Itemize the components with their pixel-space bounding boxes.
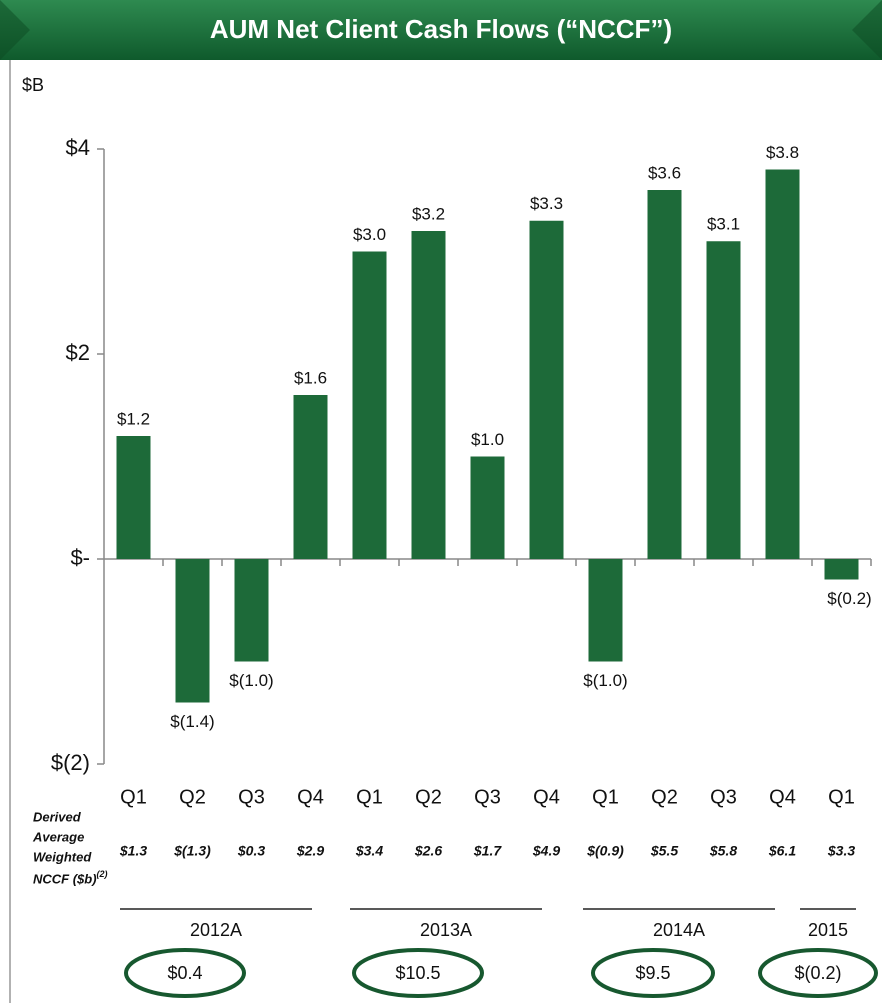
x-tick-label: Q2 [179,786,206,808]
group-label: 2013A [420,920,472,940]
value-label: $(1.0) [583,671,627,690]
derived-value: $(0.9) [586,843,624,859]
x-tick-label: Q1 [828,786,855,808]
derived-value: $4.9 [532,843,560,859]
title-banner [0,0,882,60]
banner-bevel [852,0,882,60]
value-label: $(0.2) [827,589,871,608]
unit-label: $B [22,75,44,95]
group-total-oval [124,948,246,998]
value-label: $3.2 [412,204,445,223]
derived-value: $(1.3) [173,843,211,859]
derived-footnote: (2) [97,869,108,879]
bar [470,456,505,559]
derived-label-line: Weighted [33,849,92,864]
y-tick-label: $(2) [51,750,90,775]
derived-value: $5.8 [709,843,737,859]
value-label: $1.6 [294,368,327,387]
bar [706,241,741,559]
derived-value: $1.7 [473,843,502,859]
bar [116,436,151,559]
y-tick-label: $- [70,545,90,570]
derived-value: $3.3 [827,843,855,859]
y-tick-label: $4 [66,135,90,160]
bar [765,169,800,559]
bar [234,559,269,662]
x-tick-label: Q4 [297,786,324,808]
x-tick-label: Q1 [592,786,619,808]
x-tick-label: Q4 [769,786,796,808]
group-total: $0.4 [167,963,202,983]
x-tick-label: Q1 [120,786,147,808]
bar [588,559,623,662]
derived-value: $2.6 [414,843,442,859]
group-label: 2012A [190,920,242,940]
derived-value: $0.3 [237,843,265,859]
bar [411,231,446,559]
bar [293,395,328,559]
value-label: $3.6 [648,163,681,182]
bar [352,251,387,559]
value-label: $(1.4) [170,712,214,731]
derived-label: Derived Average Weighted NCCF ($b)(2) [32,809,108,886]
value-label: $3.8 [766,143,799,162]
x-tick-label: Q3 [474,786,501,808]
derived-value: $1.3 [119,843,147,859]
value-label: $3.1 [707,215,740,234]
x-tick-label: Q2 [651,786,678,808]
group-total-oval [591,948,715,998]
derived-value: $6.1 [768,843,796,859]
chart-title: AUM Net Client Cash Flows (“NCCF”) [210,14,672,44]
derived-label-line: NCCF ($b)(2) [33,869,108,886]
group-total: $10.5 [395,963,440,983]
value-label: $1.2 [117,409,150,428]
group-total-oval [758,948,878,998]
derived-label-line: Derived [33,809,82,824]
group-label: 2014A [653,920,705,940]
value-label: $3.0 [353,225,386,244]
bar [824,559,859,580]
value-label: $(1.0) [229,671,273,690]
derived-value: $5.5 [650,843,678,859]
x-tick-label: Q4 [533,786,560,808]
derived-value: $3.4 [355,843,383,859]
x-tick-label: Q3 [238,786,265,808]
x-tick-label: Q2 [415,786,442,808]
value-label: $1.0 [471,430,504,449]
group-total: $9.5 [635,963,670,983]
bar [647,190,682,559]
group-total-oval [352,948,484,998]
x-tick-label: Q1 [356,786,383,808]
derived-label-line: Average [32,829,84,844]
y-tick-label: $2 [66,340,90,365]
group-total: $(0.2) [794,963,841,983]
bar [175,559,210,703]
value-label: $3.3 [530,194,563,213]
derived-value: $2.9 [296,843,324,859]
banner-bevel [0,0,30,60]
group-label: 2015 [808,920,848,940]
x-tick-label: Q3 [710,786,737,808]
bar [529,220,564,559]
